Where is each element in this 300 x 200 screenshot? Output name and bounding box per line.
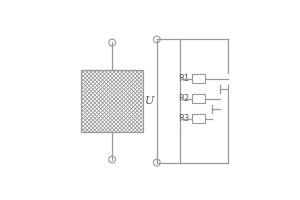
Text: U: U: [145, 96, 154, 106]
Text: R1: R1: [178, 74, 190, 83]
Bar: [192, 114, 205, 123]
Text: R3: R3: [178, 114, 190, 123]
Bar: [81, 70, 143, 132]
Text: R2: R2: [178, 94, 190, 103]
Bar: [81, 70, 143, 132]
Bar: [192, 74, 205, 83]
Bar: [192, 94, 205, 103]
